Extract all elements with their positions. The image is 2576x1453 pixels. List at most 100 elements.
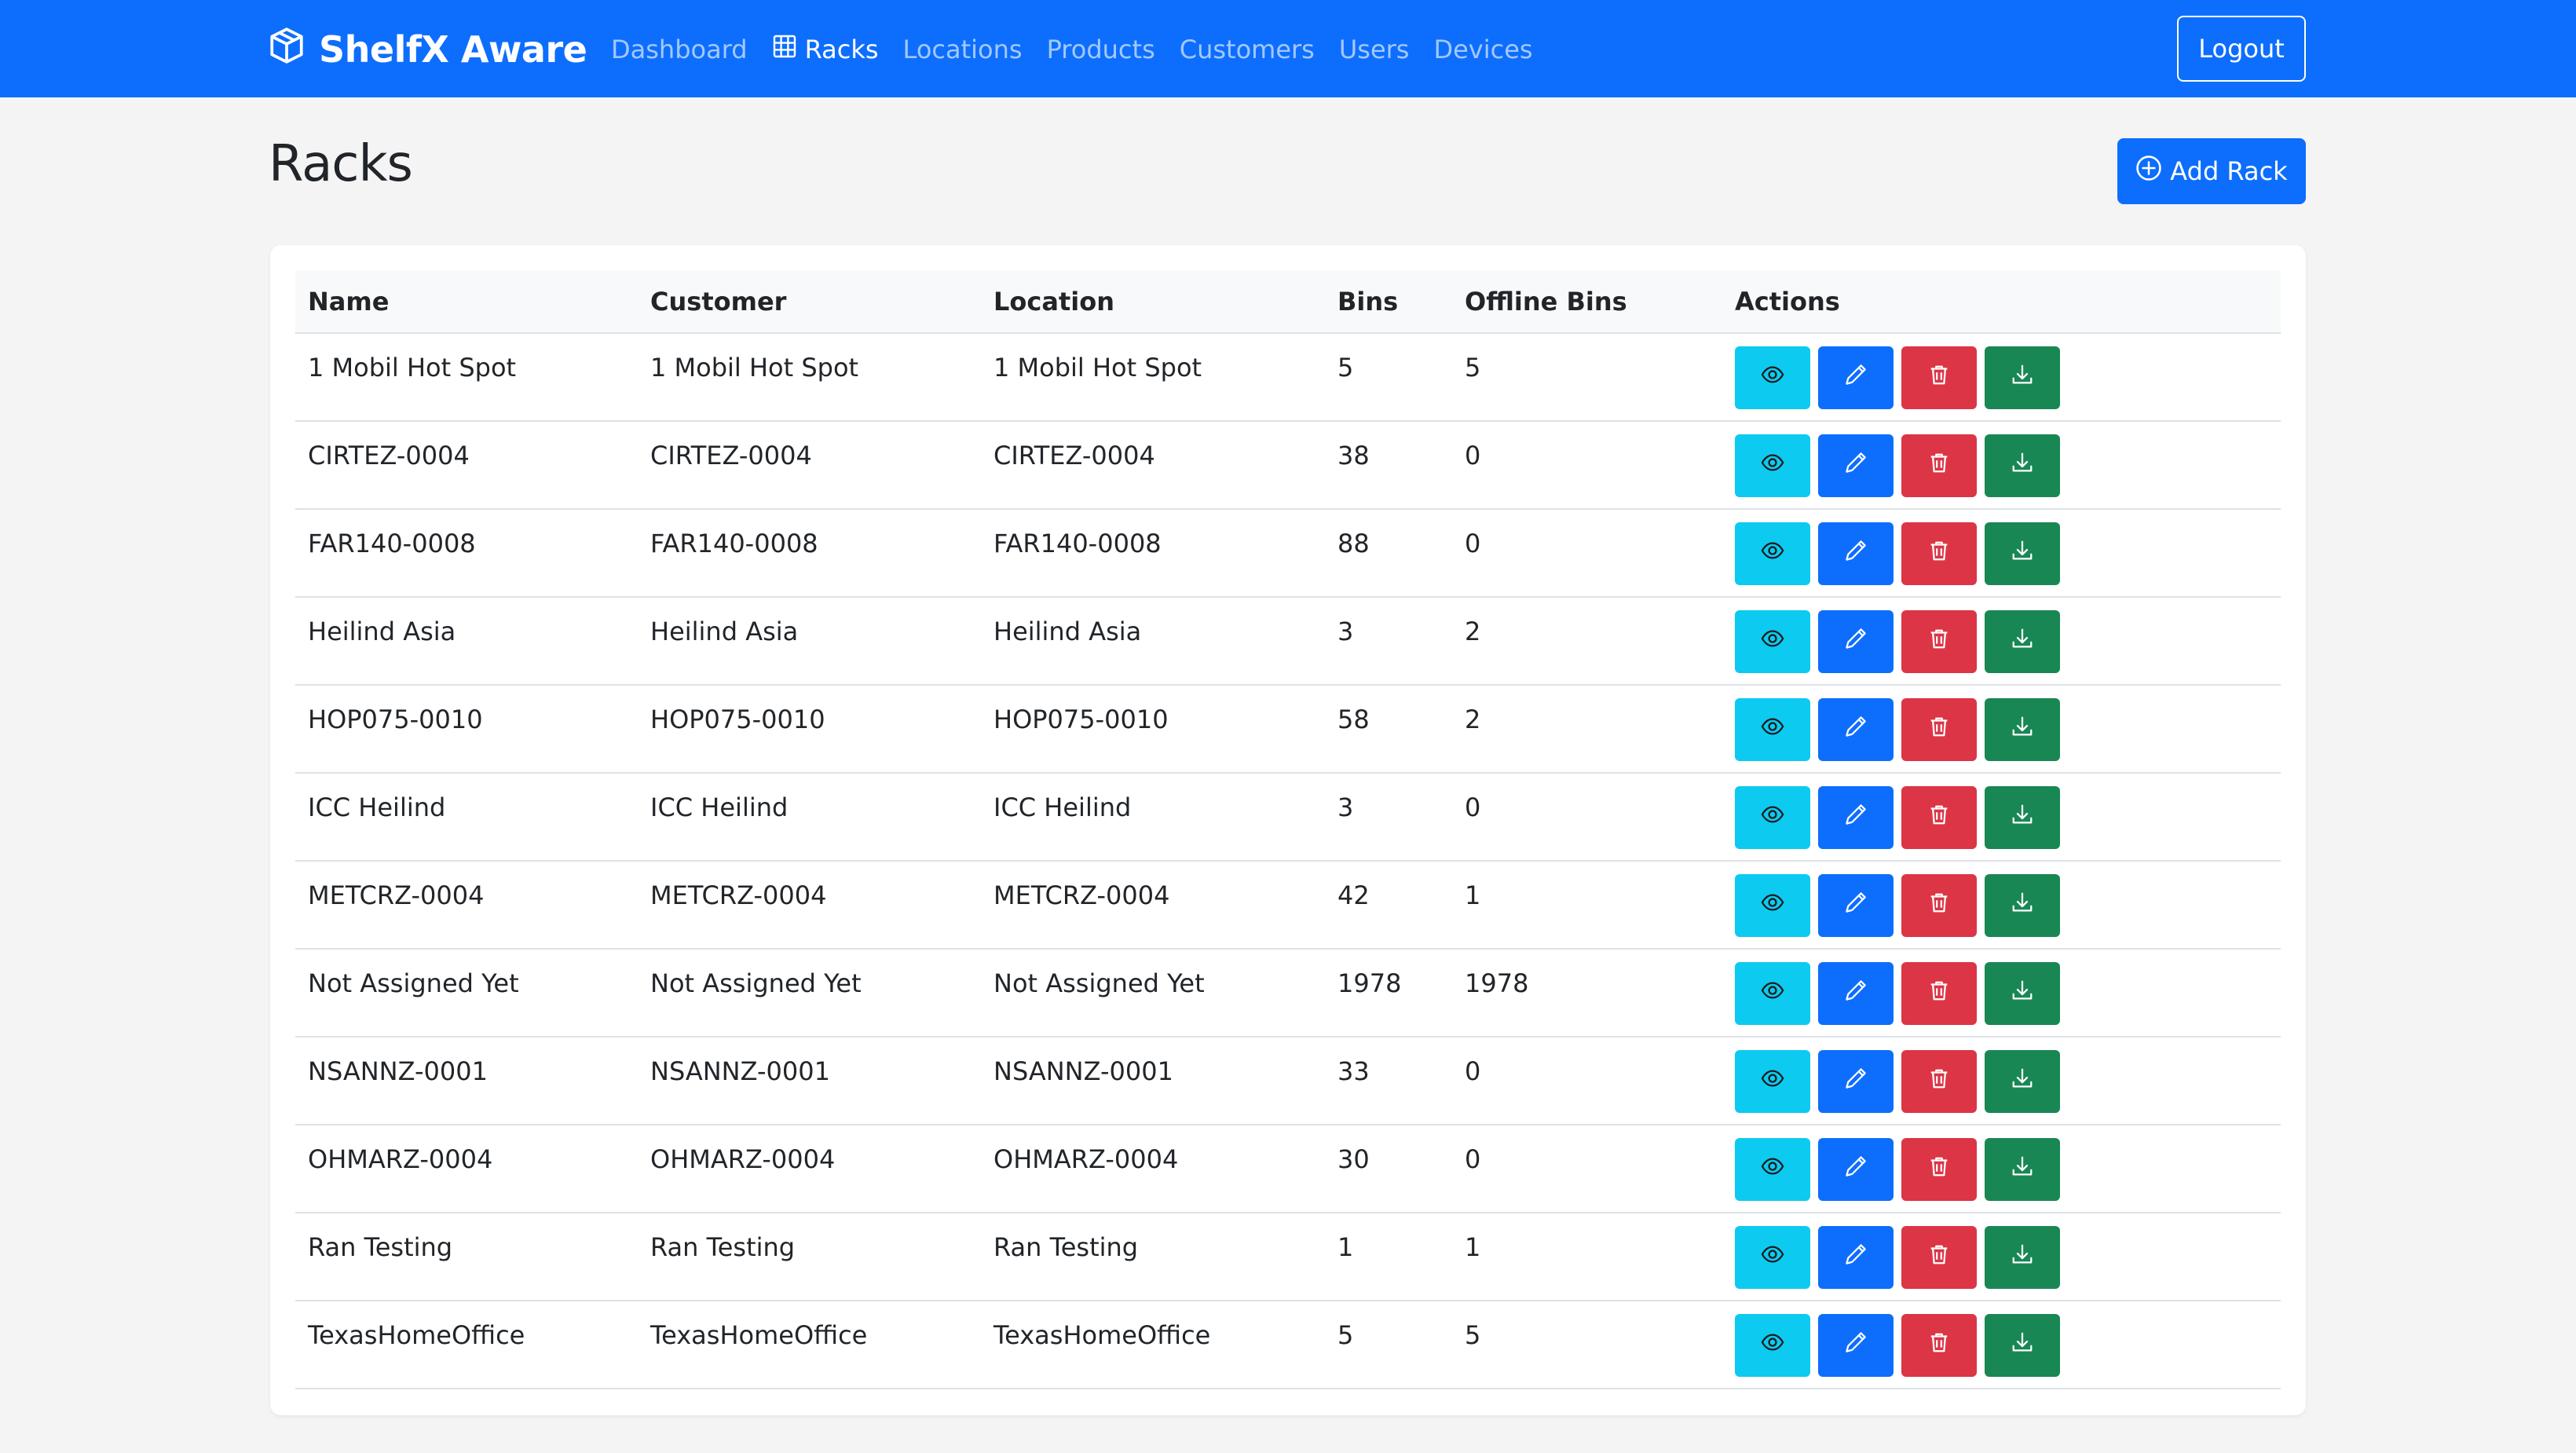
cell-bins: 3 (1337, 617, 1354, 646)
nav-item-label: Racks (804, 35, 879, 64)
table-row: Heilind Asia Heilind Asia Heilind Asia 3… (295, 597, 2281, 685)
cell-offline-bins: 2 (1465, 617, 1481, 646)
view-button[interactable] (1735, 1050, 1810, 1113)
view-button[interactable] (1735, 610, 1810, 673)
top-navbar: ShelfX Aware Dashboard Racks Locations P… (0, 0, 2576, 97)
delete-button[interactable] (1901, 698, 1977, 761)
delete-button[interactable] (1901, 874, 1977, 937)
view-button[interactable] (1735, 434, 1810, 497)
delete-button[interactable] (1901, 434, 1977, 497)
table-row: Not Assigned Yet Not Assigned Yet Not As… (295, 949, 2281, 1037)
trash-icon (1927, 1155, 1951, 1184)
edit-button[interactable] (1818, 434, 1894, 497)
download-button[interactable] (1985, 610, 2060, 673)
download-button[interactable] (1985, 522, 2060, 585)
nav-item-products[interactable]: Products (1047, 35, 1155, 64)
action-buttons (1735, 1226, 2281, 1289)
cell-actions (1722, 1037, 2281, 1125)
nav-item-racks[interactable]: Racks (772, 34, 879, 65)
cell-bins: 33 (1337, 1056, 1370, 1086)
action-buttons (1735, 698, 2281, 761)
edit-button[interactable] (1818, 698, 1894, 761)
edit-button[interactable] (1818, 346, 1894, 409)
edit-button[interactable] (1818, 1050, 1894, 1113)
download-icon (2011, 979, 2034, 1008)
delete-button[interactable] (1901, 786, 1977, 849)
view-button[interactable] (1735, 1138, 1810, 1201)
edit-button[interactable] (1818, 1314, 1894, 1377)
view-button[interactable] (1735, 522, 1810, 585)
cell-name: FAR140-0008 (308, 529, 476, 558)
delete-button[interactable] (1901, 1050, 1977, 1113)
nav-item-users[interactable]: Users (1339, 35, 1410, 64)
nav-item-label: Products (1046, 35, 1155, 64)
edit-button[interactable] (1818, 786, 1894, 849)
cell-customer: ICC Heilind (650, 792, 789, 822)
view-button[interactable] (1735, 1314, 1810, 1377)
action-buttons (1735, 346, 2281, 409)
delete-button[interactable] (1901, 610, 1977, 673)
action-buttons (1735, 1138, 2281, 1201)
download-button[interactable] (1985, 1050, 2060, 1113)
download-button[interactable] (1985, 698, 2060, 761)
cell-customer: METCRZ-0004 (650, 880, 827, 910)
nav-item-locations[interactable]: Locations (903, 35, 1023, 64)
add-rack-button[interactable]: Add Rack (2117, 138, 2306, 204)
download-button[interactable] (1985, 1226, 2060, 1289)
download-button[interactable] (1985, 434, 2060, 497)
download-button[interactable] (1985, 1138, 2060, 1201)
delete-button[interactable] (1901, 962, 1977, 1025)
download-button[interactable] (1985, 962, 2060, 1025)
edit-button[interactable] (1818, 522, 1894, 585)
delete-button[interactable] (1901, 1314, 1977, 1377)
brand[interactable]: ShelfX Aware (267, 27, 587, 72)
pencil-icon (1844, 1155, 1868, 1184)
edit-button[interactable] (1818, 1138, 1894, 1201)
nav-item-customers[interactable]: Customers (1180, 35, 1315, 64)
view-button[interactable] (1735, 698, 1810, 761)
cell-location: Heilind Asia (993, 617, 1142, 646)
header-bins: Bins (1325, 270, 1452, 334)
view-button[interactable] (1735, 1226, 1810, 1289)
delete-button[interactable] (1901, 1226, 1977, 1289)
trash-icon (1927, 891, 1951, 920)
edit-button[interactable] (1818, 874, 1894, 937)
delete-button[interactable] (1901, 346, 1977, 409)
pencil-icon (1844, 1330, 1868, 1360)
download-icon (2011, 1155, 2034, 1184)
cell-customer: FAR140-0008 (650, 529, 818, 558)
cell-customer: CIRTEZ-0004 (650, 441, 812, 470)
delete-button[interactable] (1901, 522, 1977, 585)
table-row: METCRZ-0004 METCRZ-0004 METCRZ-0004 42 1 (295, 861, 2281, 949)
table-row: CIRTEZ-0004 CIRTEZ-0004 CIRTEZ-0004 38 0 (295, 421, 2281, 509)
cell-customer: NSANNZ-0001 (650, 1056, 830, 1086)
view-button[interactable] (1735, 874, 1810, 937)
edit-button[interactable] (1818, 1226, 1894, 1289)
download-button[interactable] (1985, 346, 2060, 409)
view-button[interactable] (1735, 962, 1810, 1025)
cell-actions (1722, 773, 2281, 861)
nav-item-dashboard[interactable]: Dashboard (611, 35, 748, 64)
action-buttons (1735, 874, 2281, 937)
edit-button[interactable] (1818, 610, 1894, 673)
racks-table: Name Customer Location Bins Offline Bins… (295, 270, 2281, 1389)
cell-actions (1722, 861, 2281, 949)
nav-item-label: Locations (902, 35, 1023, 64)
download-button[interactable] (1985, 786, 2060, 849)
download-button[interactable] (1985, 874, 2060, 937)
pencil-icon (1844, 715, 1868, 745)
trash-icon (1927, 803, 1951, 833)
view-button[interactable] (1735, 786, 1810, 849)
cell-actions (1722, 1213, 2281, 1301)
logout-button[interactable]: Logout (2177, 16, 2306, 82)
eye-icon (1761, 1330, 1784, 1360)
action-buttons (1735, 1050, 2281, 1113)
delete-button[interactable] (1901, 1138, 1977, 1201)
cell-location: CIRTEZ-0004 (993, 441, 1155, 470)
nav-item-devices[interactable]: Devices (1433, 35, 1532, 64)
edit-button[interactable] (1818, 962, 1894, 1025)
view-button[interactable] (1735, 346, 1810, 409)
download-icon (2011, 1243, 2034, 1272)
cell-location: HOP075-0010 (993, 705, 1169, 734)
download-button[interactable] (1985, 1314, 2060, 1377)
